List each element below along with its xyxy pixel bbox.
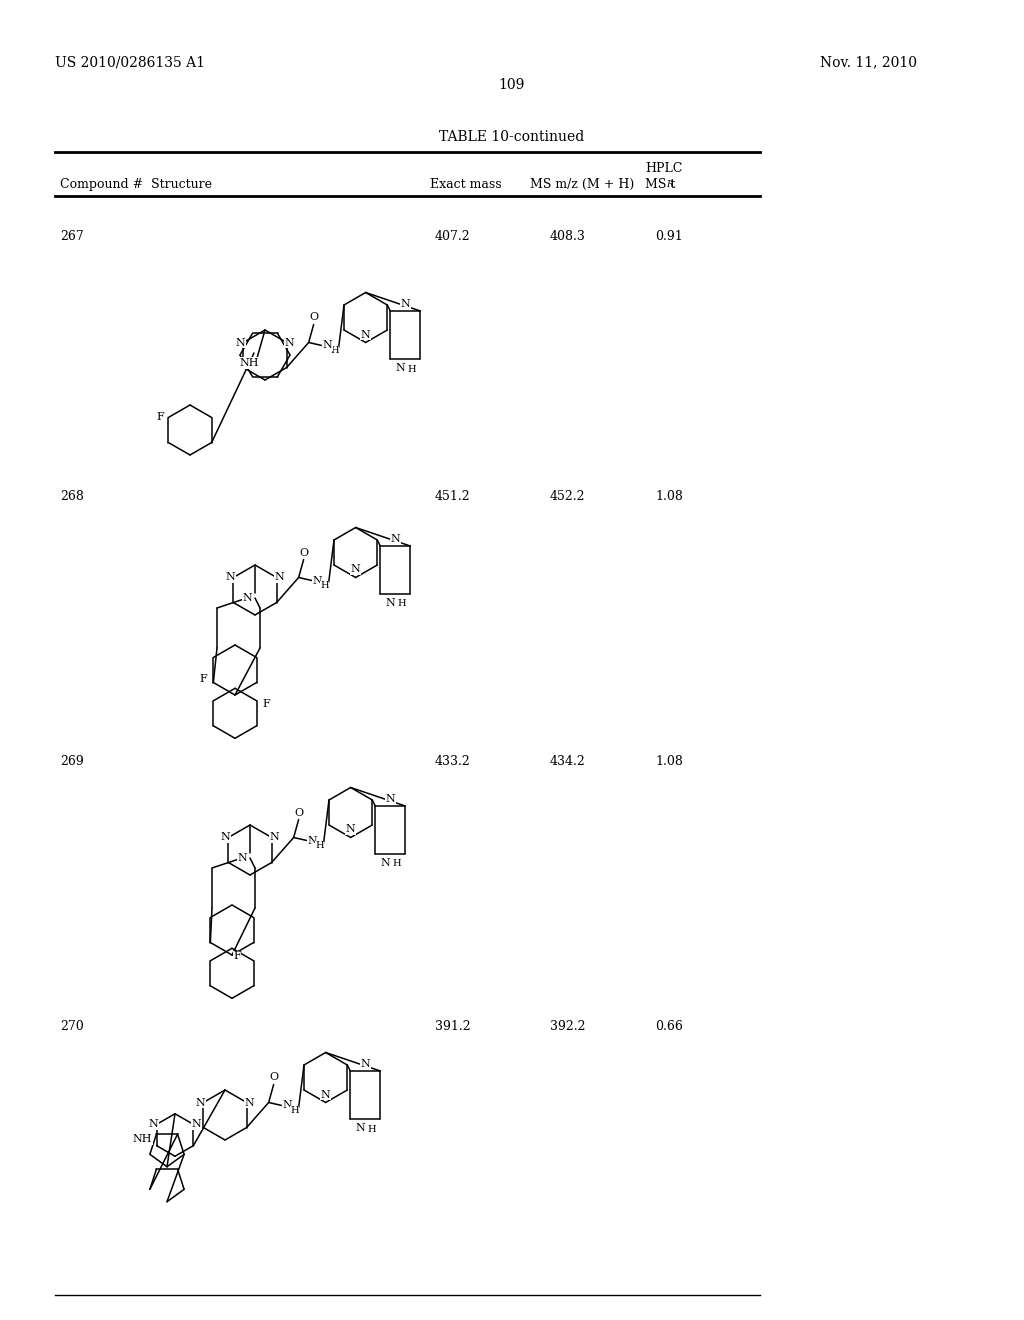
Text: O: O <box>309 313 318 322</box>
Text: N: N <box>323 341 333 351</box>
Text: N: N <box>385 598 395 609</box>
Text: N: N <box>220 833 230 842</box>
Text: N: N <box>242 593 252 603</box>
Text: 109: 109 <box>499 78 525 92</box>
Text: N: N <box>355 1123 366 1133</box>
Text: N: N <box>236 338 245 347</box>
Text: Compound #  Structure: Compound # Structure <box>60 178 212 191</box>
Text: N: N <box>269 833 280 842</box>
Text: 269: 269 <box>60 755 84 768</box>
Text: 0.91: 0.91 <box>655 230 683 243</box>
Text: F: F <box>263 698 270 709</box>
Text: 392.2: 392.2 <box>550 1020 586 1034</box>
Text: H: H <box>321 581 329 590</box>
Text: H: H <box>367 1125 376 1134</box>
Text: H: H <box>315 841 324 850</box>
Text: N: N <box>308 836 317 846</box>
Text: N: N <box>225 573 236 582</box>
Text: N: N <box>346 825 355 834</box>
Text: N: N <box>196 1097 205 1107</box>
Text: N: N <box>390 535 400 544</box>
Text: 434.2: 434.2 <box>550 755 586 768</box>
Text: N: N <box>360 330 371 339</box>
Text: N: N <box>274 573 285 582</box>
Text: NH: NH <box>240 358 259 368</box>
Text: N: N <box>312 576 323 586</box>
Text: N: N <box>238 853 247 863</box>
Text: H: H <box>407 364 416 374</box>
Text: 270: 270 <box>60 1020 84 1034</box>
Text: N: N <box>381 858 390 869</box>
Text: MS t: MS t <box>645 178 676 191</box>
Text: N: N <box>285 338 295 347</box>
Text: N: N <box>360 1059 371 1069</box>
Text: 0.66: 0.66 <box>655 1020 683 1034</box>
Text: 433.2: 433.2 <box>435 755 471 768</box>
Text: N: N <box>351 565 360 574</box>
Text: H: H <box>331 346 339 355</box>
Text: N: N <box>400 300 411 309</box>
Text: N: N <box>148 1119 159 1130</box>
Text: 407.2: 407.2 <box>435 230 471 243</box>
Text: H: H <box>291 1106 299 1115</box>
Text: F: F <box>157 412 164 422</box>
Text: 408.3: 408.3 <box>550 230 586 243</box>
Text: 268: 268 <box>60 490 84 503</box>
Text: 451.2: 451.2 <box>435 490 471 503</box>
Text: 1.08: 1.08 <box>655 755 683 768</box>
Text: US 2010/0286135 A1: US 2010/0286135 A1 <box>55 55 205 69</box>
Text: 452.2: 452.2 <box>550 490 586 503</box>
Text: F: F <box>233 952 241 961</box>
Text: O: O <box>294 808 303 817</box>
Text: 391.2: 391.2 <box>435 1020 471 1034</box>
Text: O: O <box>299 548 308 557</box>
Text: 267: 267 <box>60 230 84 243</box>
Text: R: R <box>666 180 673 189</box>
Text: N: N <box>191 1119 202 1130</box>
Text: H: H <box>392 859 400 869</box>
Text: MS m/z (M + H): MS m/z (M + H) <box>530 178 634 191</box>
Text: HPLC: HPLC <box>645 162 682 176</box>
Text: Nov. 11, 2010: Nov. 11, 2010 <box>820 55 918 69</box>
Text: N: N <box>245 1097 255 1107</box>
Text: H: H <box>397 599 406 609</box>
Text: Exact mass: Exact mass <box>430 178 502 191</box>
Text: N: N <box>283 1101 293 1110</box>
Text: NH: NH <box>133 1134 153 1144</box>
Text: N: N <box>395 363 406 374</box>
Text: TABLE 10-continued: TABLE 10-continued <box>439 129 585 144</box>
Text: 1.08: 1.08 <box>655 490 683 503</box>
Text: N: N <box>321 1089 331 1100</box>
Text: O: O <box>269 1072 279 1082</box>
Text: N: N <box>385 795 395 804</box>
Text: F: F <box>200 675 207 685</box>
